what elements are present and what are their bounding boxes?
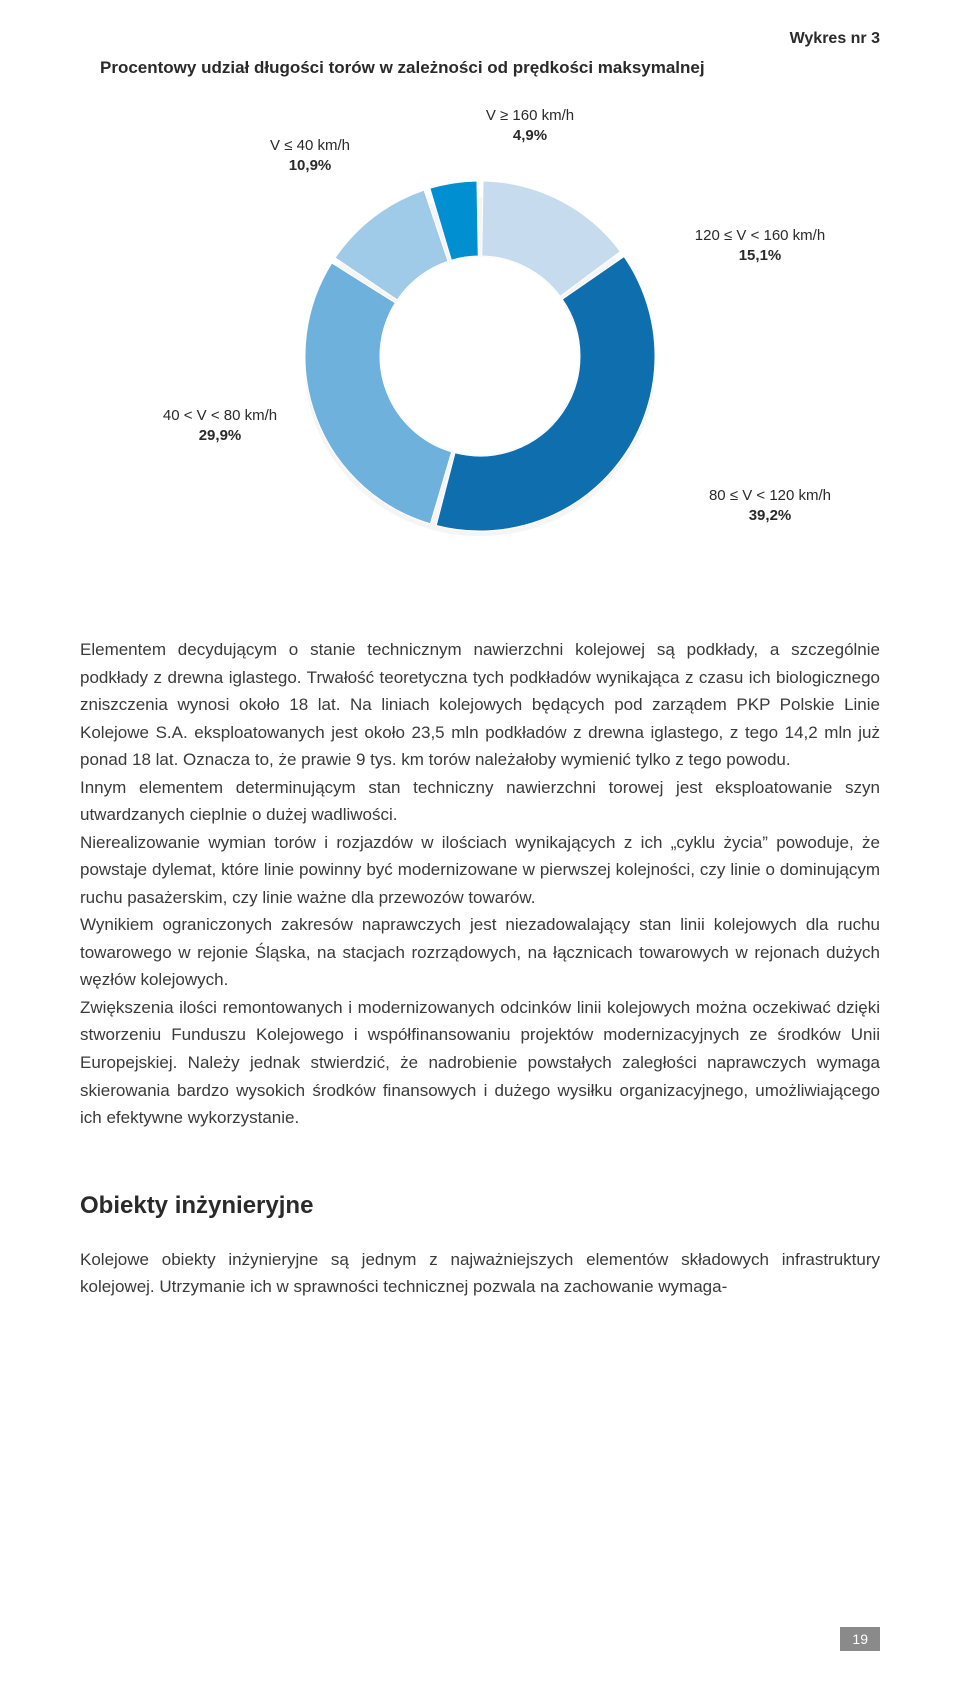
chart-label-4-line2: 4,9% (450, 126, 610, 146)
chart-label-4-line1: V ≥ 160 km/h (450, 106, 610, 126)
chart-label-3-line1: V ≤ 40 km/h (230, 136, 390, 156)
body-text-after-section: Kolejowe obiekty inżynieryjne są jednym … (80, 1246, 880, 1301)
paragraph: Elementem decydującym o stanie techniczn… (80, 636, 880, 774)
chart-label-4: V ≥ 160 km/h 4,9% (450, 106, 610, 147)
paragraph: Innym elementem determinującym stan tech… (80, 774, 880, 829)
chart-label-3: V ≤ 40 km/h 10,9% (230, 136, 390, 177)
chart-title: Procentowy udział długości torów w zależ… (100, 58, 880, 78)
body-text: Elementem decydującym o stanie techniczn… (80, 636, 880, 1132)
chart-label-2: 40 < V < 80 km/h 29,9% (140, 406, 300, 447)
paragraph: Nierealizowanie wymian torów i rozjazdów… (80, 829, 880, 912)
chart-label-1: 80 ≤ V < 120 km/h 39,2% (690, 486, 850, 527)
page: Wykres nr 3 Procentowy udział długości t… (0, 0, 960, 1687)
donut-chart-svg (280, 156, 680, 556)
donut-chart: 120 ≤ V < 160 km/h 15,1% 80 ≤ V < 120 km… (80, 106, 880, 606)
chart-label-0-line1: 120 ≤ V < 160 km/h (680, 226, 840, 246)
chart-label-1-line2: 39,2% (690, 506, 850, 526)
chart-label-0-line2: 15,1% (680, 246, 840, 266)
chart-number-label: Wykres nr 3 (80, 30, 880, 48)
chart-label-2-line1: 40 < V < 80 km/h (140, 406, 300, 426)
page-number-badge: 19 (840, 1627, 880, 1651)
chart-label-1-line1: 80 ≤ V < 120 km/h (690, 486, 850, 506)
paragraph: Kolejowe obiekty inżynieryjne są jednym … (80, 1246, 880, 1301)
chart-label-2-line2: 29,9% (140, 426, 300, 446)
chart-label-0: 120 ≤ V < 160 km/h 15,1% (680, 226, 840, 267)
chart-label-3-line2: 10,9% (230, 156, 390, 176)
paragraph: Wynikiem ograniczonych zakresów naprawcz… (80, 911, 880, 994)
section-title: Obiekty inżynieryjne (80, 1192, 880, 1220)
paragraph: Zwiększenia ilości remontowanych i moder… (80, 994, 880, 1132)
